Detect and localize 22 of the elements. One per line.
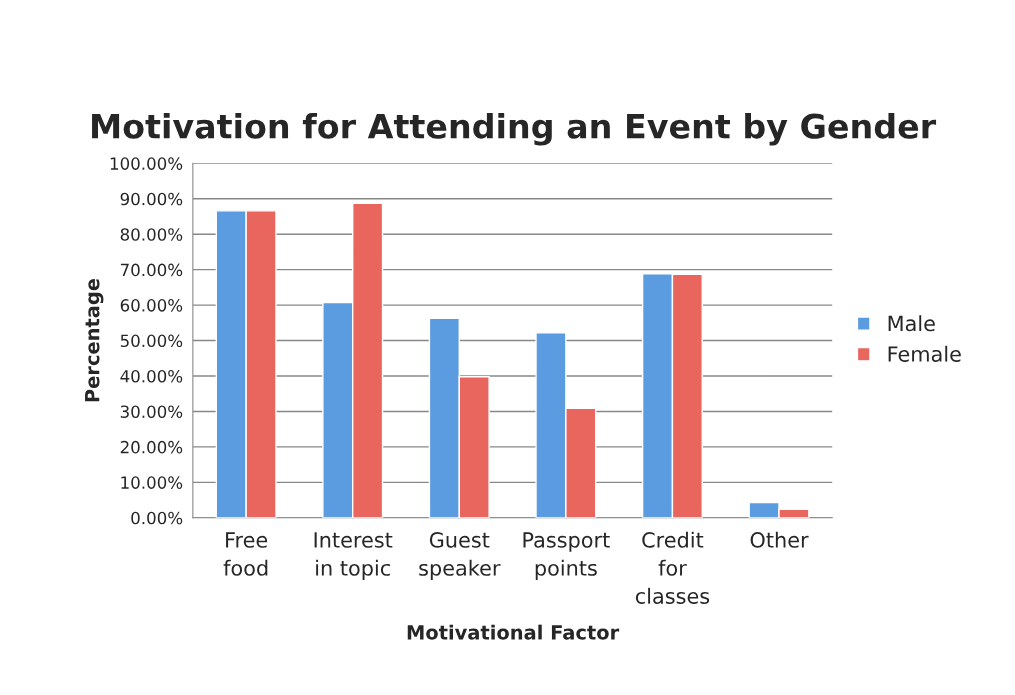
y-tick-label: 70.00% bbox=[120, 263, 183, 277]
y-tick-label: 90.00% bbox=[120, 192, 183, 206]
y-tick-label: 10.00% bbox=[121, 476, 183, 489]
y-tick-label: 0.00% bbox=[131, 511, 183, 525]
y-tick-label: 60.00% bbox=[120, 299, 183, 312]
x-tick-label: Free food bbox=[223, 532, 268, 576]
x-tick-label: Interest in topic bbox=[314, 532, 393, 580]
x-tick-label: Other bbox=[750, 531, 809, 548]
x-axis-title: Motivational Factor bbox=[407, 624, 620, 640]
x-tick-label: Credit for classes bbox=[635, 531, 710, 604]
chart-title: Motivation for Attending an Event by Gender bbox=[92, 113, 937, 146]
x-tick-label: Passport points bbox=[523, 532, 610, 580]
legend-label: Male bbox=[888, 315, 935, 332]
y-tick-label: 20.00% bbox=[120, 440, 183, 454]
y-tick-label: 80.00% bbox=[120, 228, 183, 241]
y-axis-title: Percentage bbox=[85, 278, 104, 402]
y-tick-label: 50.00% bbox=[120, 334, 183, 348]
y-tick-label: 30.00% bbox=[120, 405, 183, 419]
y-tick-label: 100.00% bbox=[110, 157, 183, 170]
y-tick-label: 40.00% bbox=[120, 369, 183, 383]
x-tick-label: Guest speaker bbox=[419, 532, 501, 580]
legend-label: Female bbox=[888, 345, 961, 362]
